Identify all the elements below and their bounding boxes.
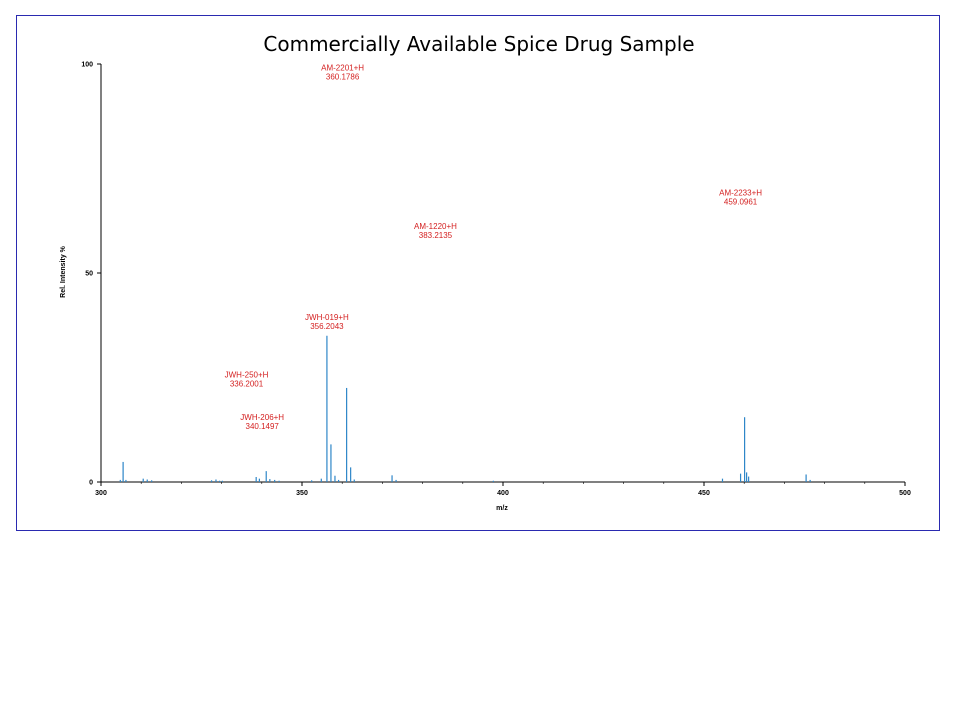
annotation-compound: JWH-019+H <box>305 313 349 322</box>
chart-frame: Commercially Available Spice Drug Sample… <box>16 15 940 531</box>
annotation-mz: 336.2001 <box>230 380 264 389</box>
annotation-mz: 360.1786 <box>326 72 360 81</box>
x-tick-label: 450 <box>698 490 710 497</box>
annotation-compound: AM-2233+H <box>719 189 762 198</box>
axes: 300 350 400 450 500 0 50 100 <box>81 62 911 498</box>
chart-title: Commercially Available Spice Drug Sample <box>263 32 694 56</box>
annotation-mz: 340.1497 <box>246 422 280 431</box>
annotation-compound: AM-2201+H <box>321 63 364 72</box>
y-tick-label: 0 <box>89 480 93 487</box>
annotation-mz: 459.0961 <box>724 198 758 207</box>
chart-svg: Commercially Available Spice Drug Sample… <box>60 32 911 512</box>
y-axis-label: Rel. Intensity % <box>60 245 67 298</box>
annotation-compound: JWH-206+H <box>240 413 284 422</box>
x-tick-label: 350 <box>296 490 308 497</box>
x-axis-label: m/z <box>496 505 508 512</box>
annotation-compound: AM-1220+H <box>414 222 457 231</box>
y-tick-label: 50 <box>85 271 93 278</box>
annotation-mz: 356.2043 <box>310 322 344 331</box>
x-tick-label: 500 <box>899 490 911 497</box>
x-tick-label: 400 <box>497 490 509 497</box>
annotation-mz: 383.2135 <box>419 231 453 240</box>
annotation-compound: JWH-250+H <box>225 371 269 380</box>
x-tick-label: 300 <box>95 490 107 497</box>
peaks <box>119 335 811 482</box>
y-tick-label: 100 <box>81 62 93 69</box>
